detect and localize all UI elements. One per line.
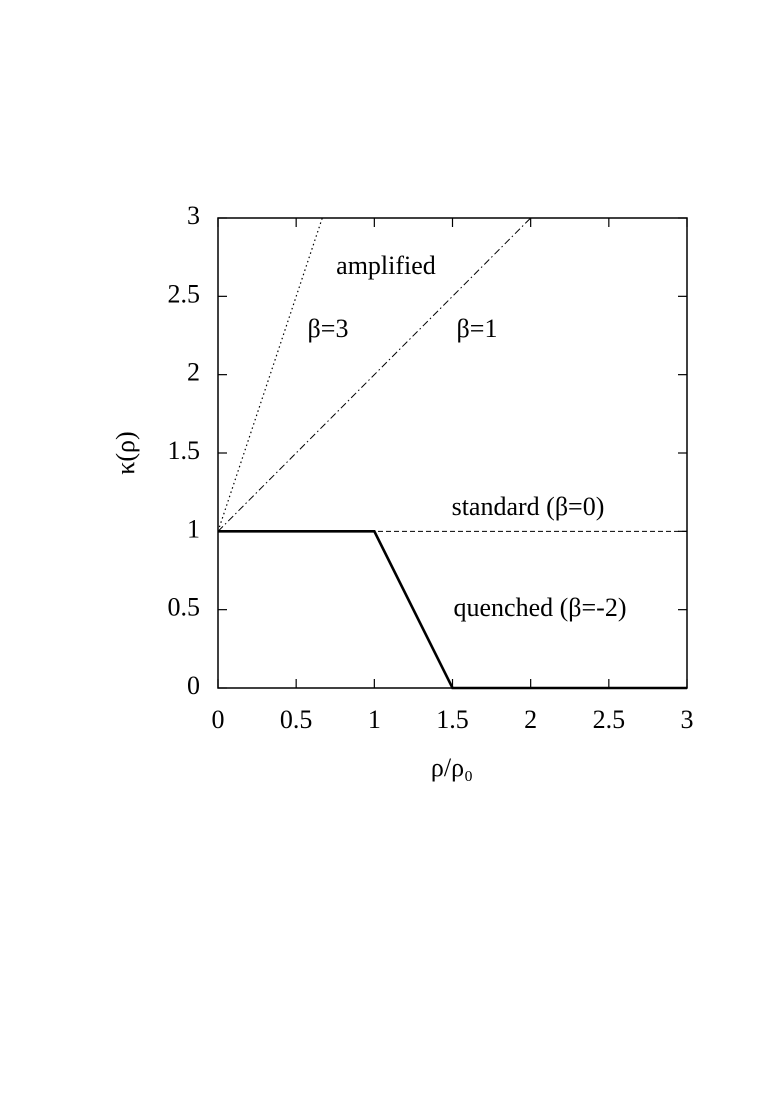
y-tick-label: 2	[187, 358, 200, 387]
y-axis-label: κ(ρ)	[111, 431, 140, 474]
y-tick-label: 0	[187, 671, 200, 700]
annotation: amplified	[336, 251, 436, 280]
x-tick-label: 0	[212, 705, 225, 734]
x-axis-label: ρ/ρ₀	[431, 753, 473, 782]
series-label: quenched (β=-2)	[454, 593, 627, 622]
series-line	[218, 530, 687, 690]
y-tick-label: 2.5	[168, 279, 201, 308]
x-tick-label: 1	[368, 705, 381, 734]
y-tick-label: 1	[187, 514, 200, 543]
series-line	[217, 217, 532, 532]
y-tick-label: 3	[187, 201, 200, 230]
x-tick-label: 3	[681, 705, 694, 734]
x-tick-label: 1.5	[436, 705, 469, 734]
x-tick-label: 2	[524, 705, 537, 734]
y-tick-label: 0.5	[168, 593, 201, 622]
y-tick-label: 1.5	[168, 436, 201, 465]
x-tick-label: 2.5	[593, 705, 626, 734]
series-label: standard (β=0)	[452, 492, 605, 521]
series-line	[217, 217, 323, 532]
series-label: β=3	[308, 314, 349, 343]
series-label: β=1	[457, 314, 498, 343]
x-tick-label: 0.5	[280, 705, 313, 734]
